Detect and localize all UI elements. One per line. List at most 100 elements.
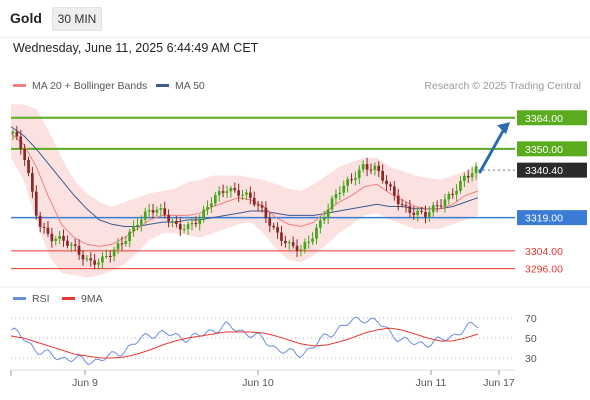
candle-body xyxy=(58,236,61,239)
timeframe-button[interactable]: 30 MIN xyxy=(52,7,102,31)
rsi-legend-label: RSI xyxy=(32,293,50,305)
candle-body xyxy=(416,210,419,215)
candle-body xyxy=(159,208,163,210)
candle-body xyxy=(143,211,147,220)
candle-body xyxy=(385,180,388,185)
timestamp: Wednesday, June 11, 2025 6:44:49 AM CET xyxy=(13,41,259,55)
candle-body xyxy=(124,241,128,244)
candle-body xyxy=(361,164,365,170)
candle-body xyxy=(19,136,23,149)
candle-body xyxy=(435,205,439,207)
candle-body xyxy=(291,242,295,246)
legend-ma20: MA 20 + Bollinger Bands xyxy=(13,80,147,92)
candle-body xyxy=(241,194,244,196)
level-label-3304.00: 3304.00 xyxy=(525,246,563,258)
candle-body xyxy=(147,210,151,212)
candle-body xyxy=(112,249,116,257)
candle-body xyxy=(466,175,470,178)
level-label-text: 3350.00 xyxy=(525,144,563,156)
x-tick-label: Jun 10 xyxy=(242,377,274,389)
candle-body xyxy=(443,199,447,207)
candle-body xyxy=(85,258,89,260)
candle-body xyxy=(280,232,283,241)
level-label-3319.00: 3319.00 xyxy=(517,210,587,226)
level-label-text: 3340.40 xyxy=(525,165,563,177)
candle-body xyxy=(268,218,272,226)
candle-body xyxy=(369,169,373,171)
candle-body xyxy=(428,212,431,217)
candle-body xyxy=(93,260,96,265)
candle-body xyxy=(303,242,307,250)
candle-body xyxy=(338,192,342,195)
candle-body xyxy=(97,262,100,265)
candle-body xyxy=(322,217,326,221)
candle-body xyxy=(408,206,412,213)
candle-body xyxy=(463,175,466,181)
candle-body xyxy=(287,242,291,244)
rsi-ma-legend-label: 9MA xyxy=(81,293,103,305)
x-tick-label: Jun 11 xyxy=(416,377,447,389)
rsi-tick-50: 50 xyxy=(525,333,537,345)
candle-body xyxy=(330,198,334,210)
candle-body xyxy=(350,179,353,181)
candle-body xyxy=(38,215,42,227)
candle-body xyxy=(272,225,275,228)
candle-body xyxy=(167,215,170,222)
candle-body xyxy=(217,191,221,196)
candle-body xyxy=(140,219,143,225)
candle-body xyxy=(264,207,268,219)
candle-body xyxy=(455,190,458,195)
level-label-bg xyxy=(517,110,587,126)
candle-body xyxy=(373,165,377,170)
level-label-text: 3304.00 xyxy=(525,246,563,258)
legend-label-ma20: MA 20 + Bollinger Bands xyxy=(32,80,148,92)
candle-body xyxy=(342,185,346,193)
candle-body xyxy=(319,220,322,228)
candle-body xyxy=(194,223,198,225)
candle-body xyxy=(474,166,478,174)
candle-body xyxy=(105,256,108,257)
candle-body xyxy=(136,224,139,227)
candle-body xyxy=(334,194,338,199)
candle-body xyxy=(400,204,404,206)
candle-body xyxy=(311,238,314,242)
candle-body xyxy=(34,191,38,216)
header-bar: Gold 30 MIN xyxy=(0,0,590,38)
rsi-ma-line xyxy=(10,327,479,359)
candle-body xyxy=(237,190,240,196)
candle-body xyxy=(404,205,408,207)
candle-body xyxy=(299,249,303,251)
candle-body xyxy=(175,221,178,224)
candle-body xyxy=(186,224,190,229)
candle-body xyxy=(229,188,233,192)
candle-body xyxy=(420,210,423,212)
candle-body xyxy=(163,208,167,215)
candle-body xyxy=(70,244,73,246)
candle-body xyxy=(15,131,19,137)
candle-body xyxy=(307,241,311,243)
candle-body xyxy=(326,209,330,218)
rsi-line xyxy=(10,316,479,366)
candle-body xyxy=(256,204,260,206)
candle-body xyxy=(431,205,435,213)
candle-body xyxy=(284,241,287,244)
level-label-bg xyxy=(517,162,587,178)
credit-text: Research © 2025 Trading Central xyxy=(424,80,581,92)
candle-body xyxy=(42,226,46,228)
candle-body xyxy=(101,256,104,263)
candle-body xyxy=(252,197,256,205)
candle-body xyxy=(276,227,279,233)
candle-body xyxy=(50,233,54,242)
candle-body xyxy=(66,240,69,246)
candle-body xyxy=(46,227,50,234)
candle-body xyxy=(245,192,248,195)
candle-body xyxy=(315,227,318,239)
candle-body xyxy=(108,256,112,257)
candle-body xyxy=(171,221,174,223)
candle-body xyxy=(31,173,34,192)
candles-group xyxy=(11,126,478,270)
rsi-ma-legend-swatch xyxy=(62,297,75,300)
candle-body xyxy=(354,178,357,180)
